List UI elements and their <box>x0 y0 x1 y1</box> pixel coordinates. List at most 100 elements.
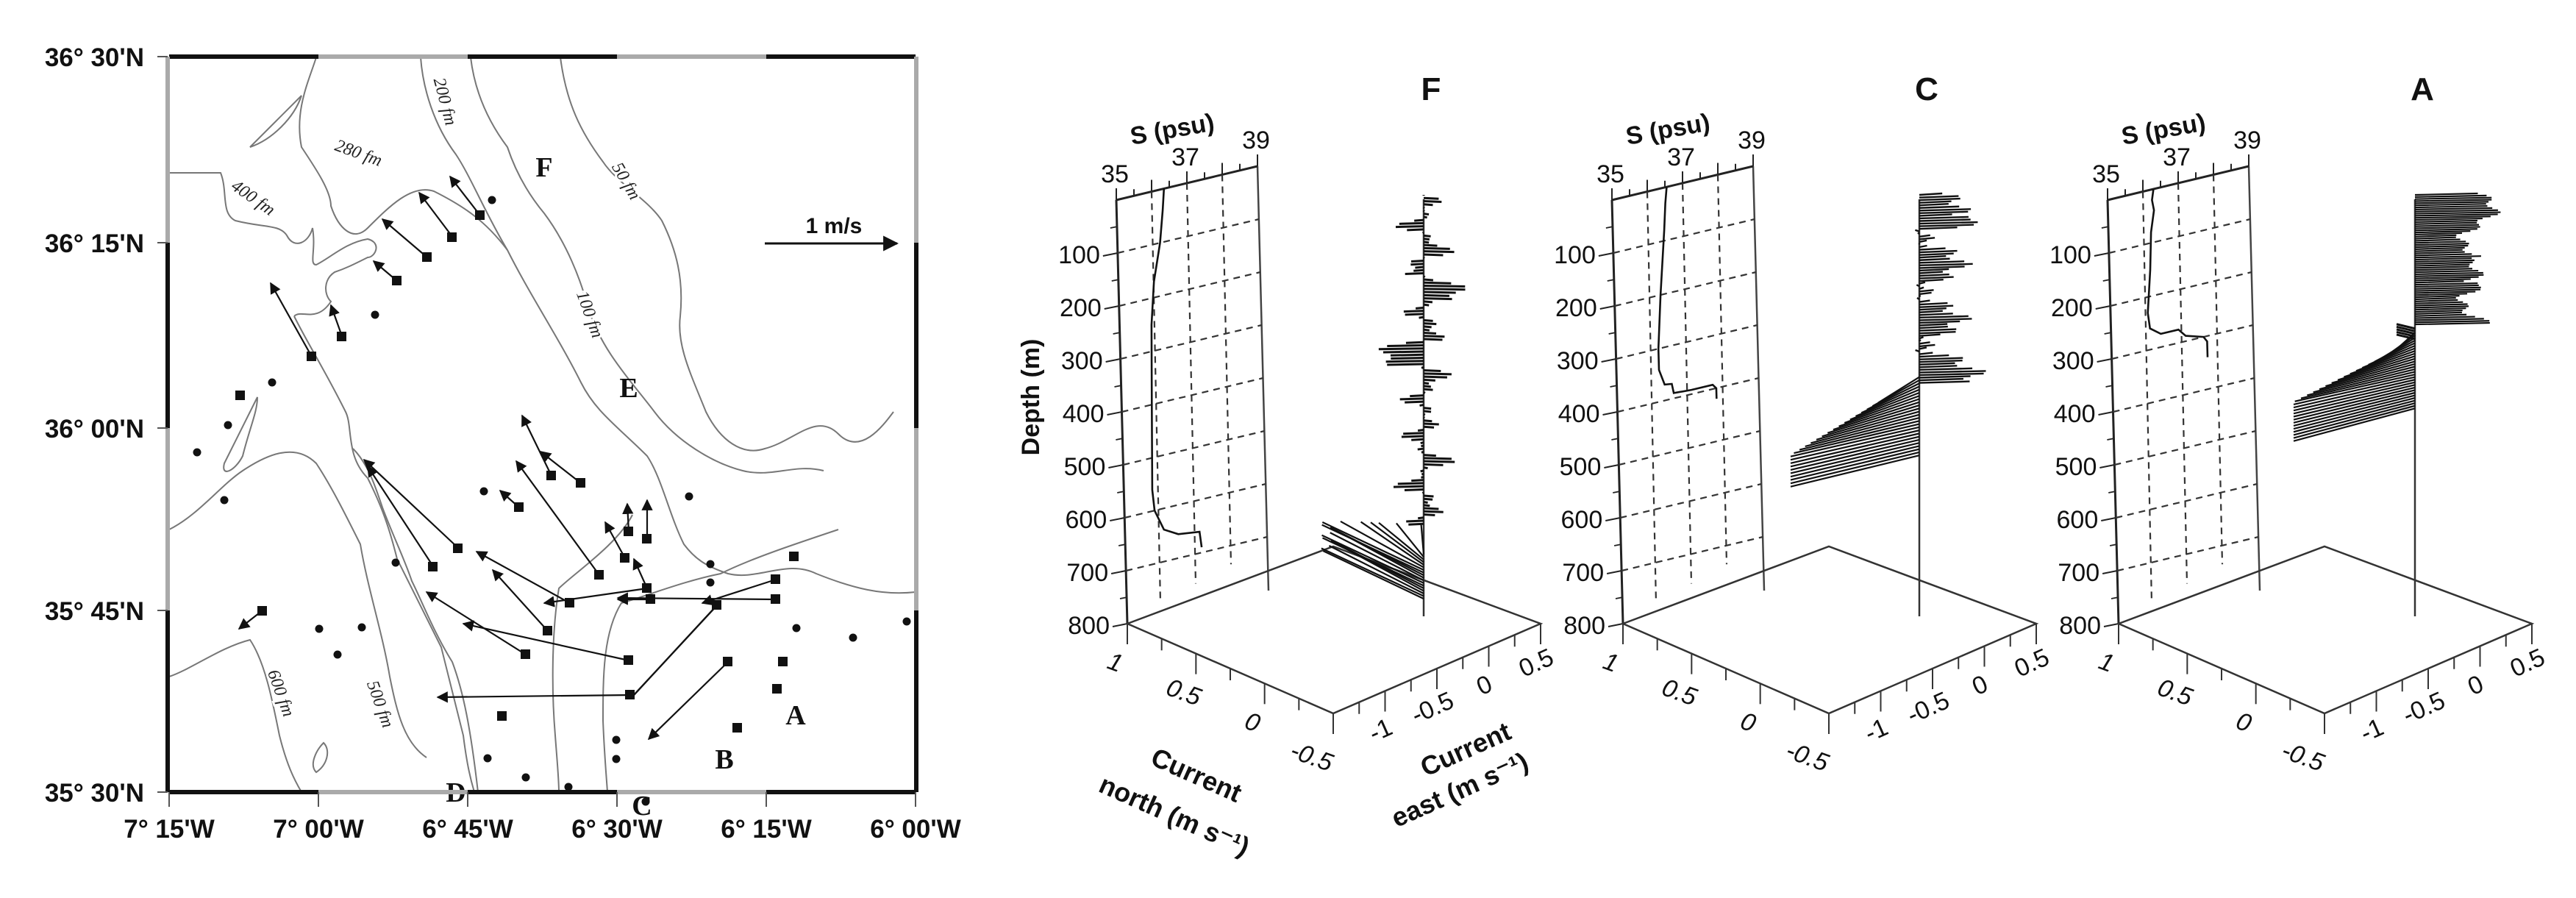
depth-tick-label: 500 <box>1064 453 1106 481</box>
latitude-tick-label: 35° 45'N <box>45 597 144 626</box>
depth-gridline <box>1616 324 1758 360</box>
depth-tick-label: 100 <box>1058 241 1100 269</box>
depth-tick-label: 800 <box>1068 612 1110 640</box>
depth-tick-label: 200 <box>2051 294 2093 322</box>
north-tick-label: 0.5 <box>1658 674 1700 712</box>
scale-arrow: 1 m/s <box>765 214 899 252</box>
station-label-f: F <box>535 152 552 183</box>
north-tick-label: 1 <box>1104 647 1127 678</box>
east-tick-label: 0 <box>2463 670 2488 701</box>
depth-tick-label: 500 <box>1560 453 1602 481</box>
north-tick-label: 0.5 <box>2154 674 2196 712</box>
salinity-tick-label: 37 <box>2163 143 2191 171</box>
depth-tick-label: 100 <box>1554 241 1596 269</box>
east-tick-label: 0.5 <box>2011 644 2054 683</box>
map-frame <box>165 54 918 794</box>
north-tick-label: 1 <box>1599 647 1622 678</box>
depth-tick-label: 800 <box>2059 612 2101 640</box>
east-tick-label: -0.5 <box>1407 686 1458 730</box>
isobath-label: 280 fm <box>332 136 385 171</box>
depth-tick-label: 800 <box>1563 612 1605 640</box>
salinity-gridline <box>2177 182 2188 584</box>
depth-gridline <box>1613 218 1755 254</box>
east-tick-label: 0.5 <box>1515 644 1558 683</box>
salinity-tick-label: 35 <box>2092 160 2120 188</box>
depth-gridline <box>1124 482 1266 519</box>
depth-axis-title: Depth (m) <box>1017 339 1045 456</box>
salinity-tick-label: 37 <box>1667 143 1695 171</box>
panel-title: A <box>2411 71 2434 107</box>
salinity-gridline <box>1150 191 1162 603</box>
salinity-gridline <box>1646 191 1658 603</box>
depth-gridline <box>1125 535 1268 572</box>
longitude-tick-label: 6° 00'W <box>870 815 960 844</box>
salinity-profile <box>1657 187 1718 399</box>
svg-text:1 m/s: 1 m/s <box>806 214 863 238</box>
salinity-tick-label: 35 <box>1101 160 1129 188</box>
isobath-label: 50 fm <box>607 160 644 204</box>
depth-tick-label: 200 <box>1060 294 1102 322</box>
current-vectors-c <box>1790 192 1986 488</box>
depth-gridline <box>1621 535 1763 572</box>
depth-gridline <box>1123 430 1265 466</box>
salinity-gridline <box>1681 182 1693 584</box>
depth-tick-label: 300 <box>1557 347 1599 375</box>
east-tick-label: -1 <box>1365 713 1396 748</box>
station-label-b: B <box>715 744 733 775</box>
depth-tick-label: 500 <box>2055 453 2097 481</box>
longitude-tick-label: 7° 15'W <box>124 815 214 844</box>
depth-gridline <box>1117 218 1260 254</box>
north-tick-label: 1 <box>2095 647 2118 678</box>
depth-gridline <box>1120 324 1262 360</box>
depth-tick-label: 700 <box>2058 559 2099 587</box>
depth-tick-label: 700 <box>1066 559 1108 587</box>
east-tick-label: -0.5 <box>2399 686 2450 730</box>
salinity-tick-label: 39 <box>1242 126 1270 154</box>
north-tick-label: 0.5 <box>1163 674 1205 712</box>
depth-gridline <box>1121 377 1263 413</box>
longitude-tick-label: 6° 30'W <box>571 815 662 844</box>
longitude-tick-label: 6° 45'W <box>422 815 513 844</box>
station-label-e: E <box>619 373 638 404</box>
depth-gridline <box>2113 377 2255 413</box>
depth-tick-label: 700 <box>1562 559 1604 587</box>
station-label-a: A <box>785 700 806 731</box>
longitude-tick-label: 6° 15'W <box>721 815 811 844</box>
salinity-profile <box>2147 188 2209 357</box>
salinity-gridline <box>1185 182 1197 584</box>
depth-tick-label: 600 <box>1561 506 1603 534</box>
north-tick-label: 0 <box>1737 707 1760 738</box>
latitude-tick-label: 35° 30'N <box>45 779 144 808</box>
salinity-gridline <box>1221 174 1232 565</box>
current-vectors-f <box>1321 195 1466 600</box>
panel-title: C <box>1915 71 1938 107</box>
east-tick-label: 0.5 <box>2506 644 2550 683</box>
map-axis-ticks: 36° 30'N 36° 15'N 36° 00'N 35° 45'N 35° 30'N… <box>45 43 961 844</box>
depth-gridline <box>1617 377 1759 413</box>
depth-gridline <box>1619 430 1760 466</box>
station-markers <box>193 196 911 806</box>
station-letters: FEABCD <box>446 152 806 822</box>
depth-gridline <box>2111 324 2253 360</box>
east-tick-label: -1 <box>2356 713 2388 748</box>
depth-tick-label: 400 <box>1063 400 1105 428</box>
depth-tick-label: 100 <box>2049 241 2091 269</box>
east-tick-label: 0 <box>1968 670 1992 701</box>
depth-gridline <box>2115 482 2258 519</box>
current-vectors-a <box>2293 192 2501 442</box>
depth-gridline <box>2110 271 2252 307</box>
north-tick-label: -0.5 <box>1287 736 1337 777</box>
depth-gridline <box>1118 271 1261 307</box>
latitude-tick-label: 36° 00'N <box>45 415 144 443</box>
isobath-label: 400 fm <box>228 177 279 220</box>
panel-title: F <box>1421 71 1441 107</box>
depth-gridline <box>1619 482 1762 519</box>
depth-tick-label: 400 <box>2054 400 2096 428</box>
current-vectors <box>238 175 777 741</box>
salinity-profile <box>1150 188 1203 548</box>
depth-gridline <box>1614 271 1757 307</box>
